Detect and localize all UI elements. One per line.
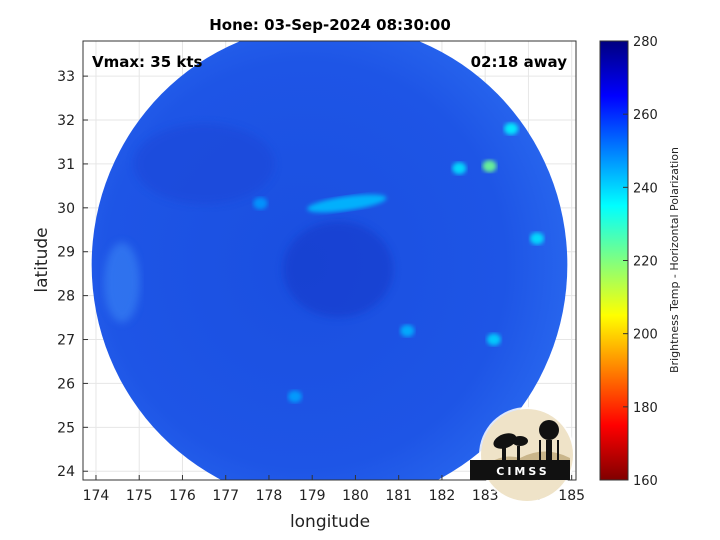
y-tick-label: 24 <box>57 464 75 480</box>
x-tick-label: 174 <box>83 488 110 504</box>
x-tick-label: 176 <box>169 488 196 504</box>
convective-features <box>253 122 545 403</box>
colorbar-tick-label: 220 <box>633 255 658 270</box>
y-axis-label: latitude <box>32 227 52 292</box>
y-tick-label: 31 <box>57 157 75 173</box>
y-tick-label: 28 <box>57 289 75 305</box>
x-tick-label: 183 <box>472 488 499 504</box>
vmax-annotation: Vmax: 35 kts <box>92 53 202 71</box>
convective-cell <box>530 232 545 245</box>
colorbar-tick-label: 160 <box>633 474 658 489</box>
x-tick-label: 177 <box>212 488 239 504</box>
x-tick-label: 178 <box>256 488 283 504</box>
y-tick-label: 29 <box>57 245 75 261</box>
logo-text: CIMSS <box>496 465 549 478</box>
convective-cell <box>504 122 519 135</box>
cimss-logo: CIMSS <box>470 407 575 503</box>
x-tick-label: 182 <box>429 488 456 504</box>
colorbar-ticks: 160 180 200 220 240 260 280 <box>623 35 658 489</box>
y-tick-label: 33 <box>57 69 75 85</box>
x-axis-label: longitude <box>290 512 370 532</box>
colorbar-tick-label: 280 <box>633 35 658 50</box>
convective-cell <box>482 160 497 173</box>
convective-cell <box>287 390 302 403</box>
colorbar-tick-label: 240 <box>633 181 658 196</box>
storm-center-region <box>283 221 394 318</box>
y-tick-label: 32 <box>57 113 75 129</box>
time-away-annotation: 02:18 away <box>471 53 568 71</box>
colorbar-tick-label: 260 <box>633 108 658 123</box>
cloud-band <box>307 194 387 213</box>
colorbar-label: Brightness Temp - Horizontal Polarizatio… <box>668 147 681 373</box>
convective-cell <box>452 162 467 175</box>
x-tick-label: 179 <box>299 488 326 504</box>
brightness-temp-swath <box>91 41 568 480</box>
warm-edge-region <box>103 242 140 323</box>
chart-title: Hone: 03-Sep-2024 08:30:00 <box>209 16 451 34</box>
colorbar-tick-label: 200 <box>633 328 658 343</box>
x-tick-label: 180 <box>342 488 369 504</box>
convective-cell <box>253 197 268 210</box>
colorbar-tick-label: 180 <box>633 401 658 416</box>
convective-cell <box>486 333 501 346</box>
y-tick-label: 26 <box>57 376 75 392</box>
cold-region <box>134 123 275 204</box>
x-tick-label: 175 <box>126 488 153 504</box>
convective-cell <box>400 324 415 337</box>
y-axis-ticks: 24 25 26 27 28 29 30 31 32 33 <box>57 69 88 480</box>
x-tick-label: 185 <box>558 488 585 504</box>
y-tick-label: 25 <box>57 420 75 436</box>
y-tick-label: 30 <box>57 201 75 217</box>
x-tick-label: 181 <box>385 488 412 504</box>
y-tick-label: 27 <box>57 333 75 349</box>
